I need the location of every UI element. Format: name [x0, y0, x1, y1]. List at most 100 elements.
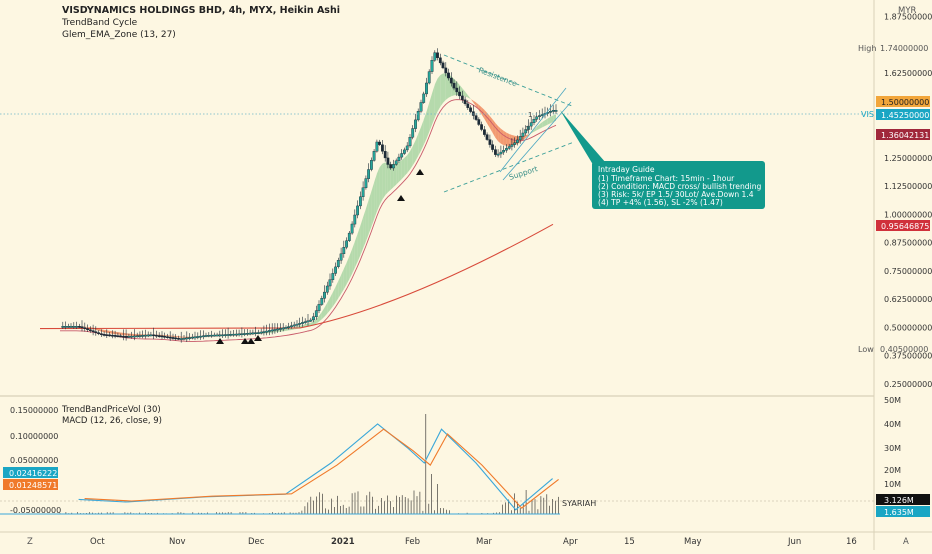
candle-body [257, 333, 259, 334]
candle-body [450, 78, 452, 83]
candle-body [511, 145, 513, 147]
price-tick: 0.75000000 [884, 267, 932, 276]
candle-body [299, 323, 301, 324]
candle-body [199, 336, 201, 337]
candle-body [119, 336, 121, 337]
band-segment [438, 75, 441, 112]
candle-body [423, 94, 425, 103]
candle-body [414, 120, 416, 129]
candle-body [288, 327, 290, 328]
indicator-pricevol[interactable]: TrendBandPriceVol (30) [61, 405, 161, 415]
svg-text:3.126M: 3.126M [884, 496, 914, 505]
candle-body [197, 336, 199, 337]
band-segment [377, 167, 380, 211]
band-segment [110, 331, 113, 334]
candle-body [472, 112, 474, 116]
candle-body [243, 333, 245, 334]
band-segment [404, 155, 407, 176]
svg-text:0.40500000: 0.40500000 [880, 345, 928, 354]
candle-body [522, 133, 524, 137]
svg-text:VIS: VIS [861, 110, 874, 119]
candle-body [351, 224, 353, 233]
ema-long-badge: 0.95646875 [876, 220, 930, 231]
band-segment [112, 331, 115, 334]
candle-body [224, 335, 226, 336]
candle-body [329, 280, 331, 286]
candle-body [114, 335, 116, 336]
guide-line: (4) TP +4% (1.56), SL -2% (1.47) [598, 198, 723, 207]
candle-body [180, 339, 182, 340]
low-badge: Low 0.40500000 [858, 345, 928, 354]
candle-body [439, 58, 441, 63]
candle-body [235, 334, 237, 335]
band-segment [402, 158, 405, 179]
candle-body [326, 286, 328, 292]
vis-badge: VIS 1.45250000 [861, 109, 930, 120]
candle-body [387, 158, 389, 165]
candle-body [469, 108, 471, 112]
indicator-ema-zone[interactable]: Glem_EMA_Zone (13, 27) [62, 30, 176, 40]
candle-body [508, 147, 510, 149]
candle-body [345, 241, 347, 248]
candle-body [230, 334, 232, 335]
candle-body [296, 324, 298, 325]
candle-body [111, 335, 113, 336]
price-tick: 0.50000000 [884, 324, 932, 333]
candle-body [533, 119, 535, 123]
candle-body [480, 125, 482, 130]
candle-body [378, 142, 380, 145]
candle-body [125, 336, 127, 337]
band-segment [440, 74, 443, 107]
candle-body [384, 151, 386, 158]
band-segment [435, 79, 438, 118]
candle-body [106, 335, 108, 336]
band-segment [126, 333, 129, 335]
candle-body [456, 88, 458, 92]
band-segment [443, 73, 446, 103]
band-segment [399, 160, 402, 182]
time-label: Oct [90, 537, 105, 547]
candle-body [166, 337, 168, 338]
volume-tick: 20M [884, 466, 901, 475]
time-label: 16 [846, 537, 857, 547]
candle-body [310, 320, 312, 321]
candle-body [420, 103, 422, 112]
candle-body [108, 335, 110, 336]
candle-body [268, 330, 270, 331]
time-axis-left-button[interactable]: Z [27, 537, 33, 547]
svg-text:1.50000000: 1.50000000 [881, 98, 929, 107]
candle-body [442, 63, 444, 68]
candle-body [318, 304, 320, 310]
candle-body [75, 326, 77, 327]
candle-body [453, 83, 455, 88]
candle-body [315, 311, 317, 317]
indicator-trendband[interactable]: TrendBand Cycle [61, 18, 138, 28]
candle-body [392, 164, 394, 168]
price-tick: 1.12500000 [884, 182, 932, 191]
candle-body [86, 329, 88, 330]
candle-body [334, 267, 336, 274]
candle-body [70, 326, 72, 327]
candle-body [549, 111, 551, 112]
candle-body [367, 170, 369, 179]
candle-body [128, 336, 130, 337]
volume-tick: 50M [884, 396, 901, 405]
indicator-macd[interactable]: MACD (12, 26, close, 9) [62, 416, 162, 426]
time-axis-right-button[interactable]: A [903, 537, 909, 547]
candle-body [78, 326, 80, 327]
price-tick: 0.62500000 [884, 295, 932, 304]
candle-body [428, 72, 430, 83]
candle-body [475, 116, 477, 120]
candle-body [227, 334, 229, 335]
candle-body [362, 188, 364, 197]
candle-body [147, 335, 149, 336]
candle-body [172, 337, 174, 338]
candle-body [290, 326, 292, 327]
candle-body [505, 148, 507, 150]
candle-body [486, 135, 488, 140]
macd-tick: 0.10000000 [10, 432, 58, 441]
candle-body [216, 335, 218, 336]
price-tick: 0.87500000 [884, 239, 932, 248]
candle-body [260, 332, 262, 333]
